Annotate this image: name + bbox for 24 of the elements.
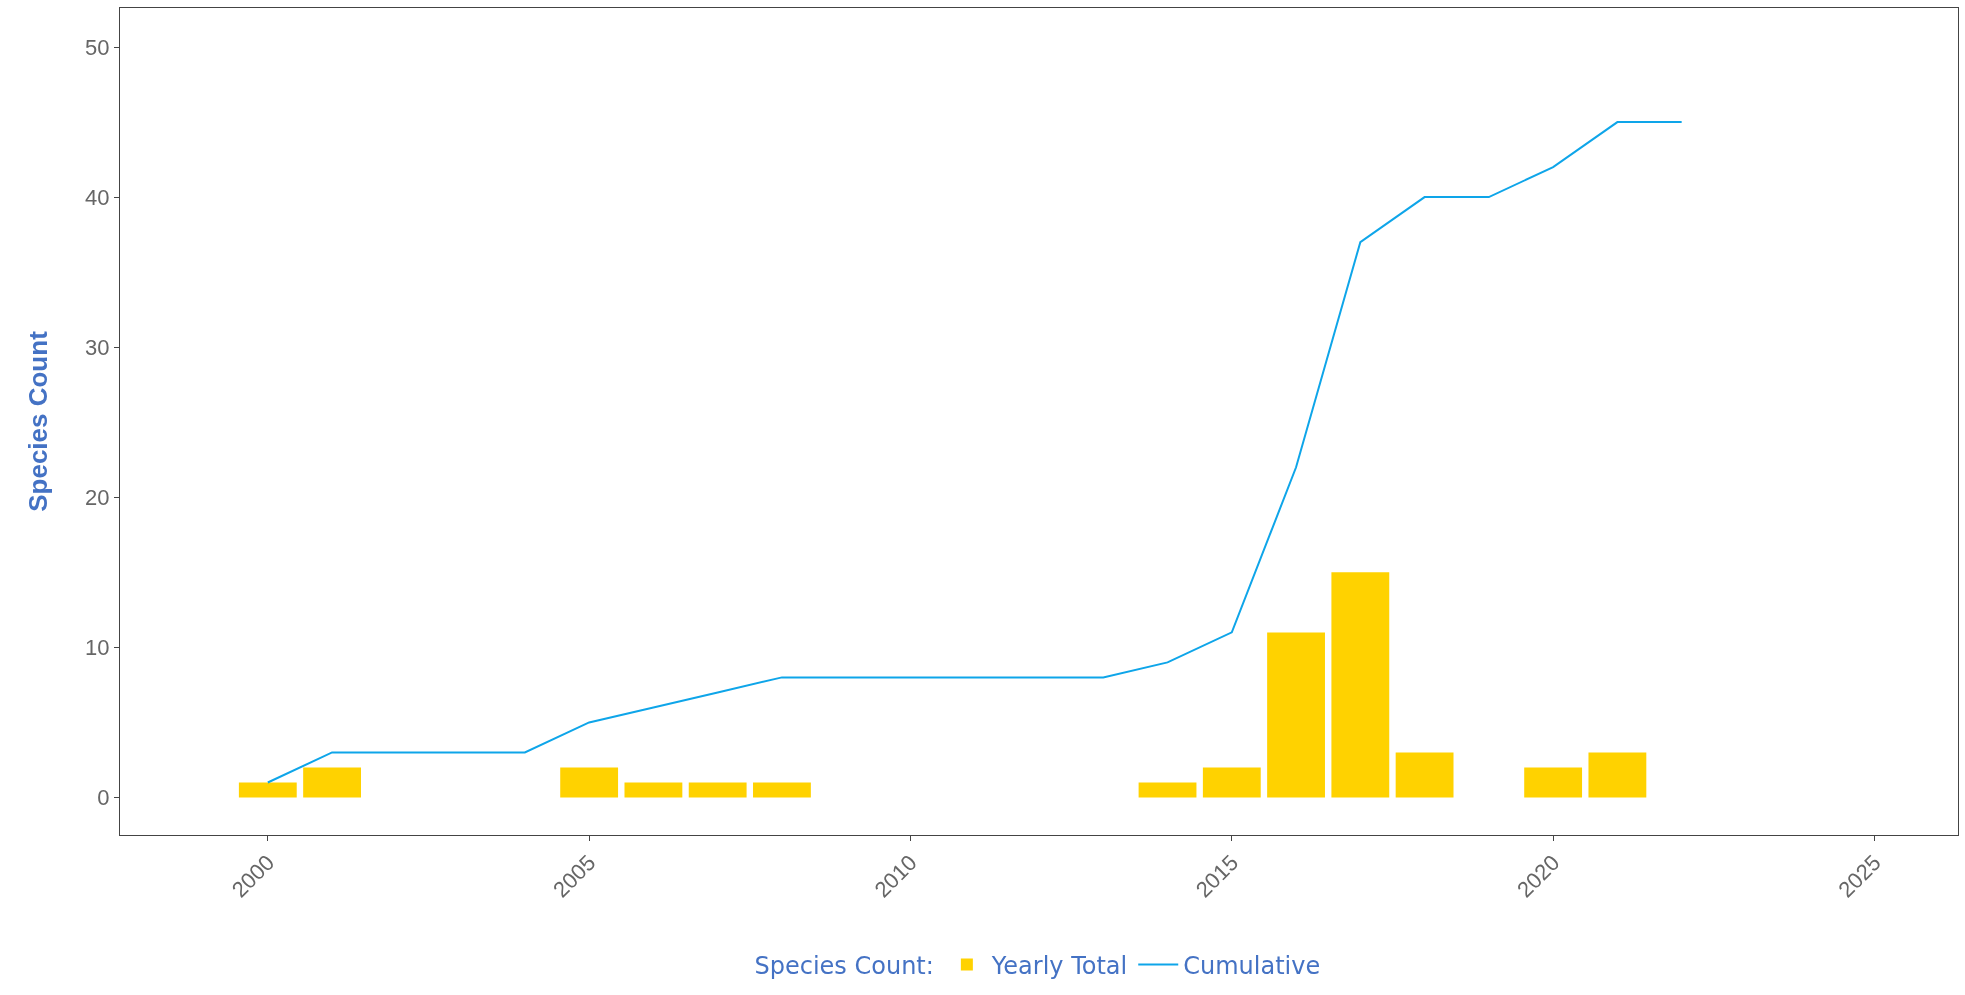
y-tick-label: 10 — [85, 635, 110, 661]
y-axis-title: Species Count — [22, 330, 53, 512]
bar — [753, 782, 811, 798]
bar — [560, 767, 619, 798]
y-tick-label: 30 — [85, 334, 110, 360]
legend-label: Cumulative — [1183, 951, 1321, 980]
bar — [624, 782, 683, 798]
line-series — [266, 121, 1683, 784]
y-tick-label: 40 — [85, 184, 110, 210]
bar — [1331, 572, 1390, 798]
bar — [1588, 752, 1647, 798]
y-tick-label: 0 — [97, 785, 110, 811]
y-tick-label: 50 — [85, 34, 110, 60]
legend-label: Yearly Total — [990, 951, 1128, 980]
bar — [688, 782, 747, 798]
bar — [1202, 767, 1261, 798]
bar — [1524, 767, 1583, 798]
bar — [1138, 782, 1197, 798]
legend-title: Species Count: — [754, 951, 934, 980]
bar — [1267, 632, 1325, 798]
y-tick-label: 20 — [85, 485, 110, 510]
bar — [303, 767, 361, 798]
bar — [1395, 752, 1454, 798]
bar — [238, 782, 297, 798]
